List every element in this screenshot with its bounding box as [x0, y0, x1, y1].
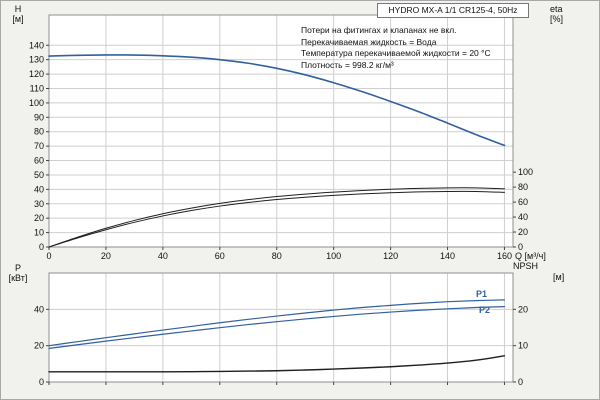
- curve-label-p1: P1: [476, 289, 488, 299]
- curve-label-p2: P2: [479, 305, 491, 315]
- y-tick-label-right: 10: [518, 341, 528, 351]
- y-tick-label-left: 40: [34, 304, 44, 314]
- H-curve: [48, 54, 506, 147]
- P1-curve: [48, 299, 506, 347]
- y-tick-label-right: 0: [518, 377, 523, 387]
- y-tick-label-right: 20: [518, 304, 528, 314]
- plot-frame: [48, 272, 514, 383]
- eta_total-curve: [48, 190, 505, 248]
- operating-conditions-notes: Потери на фитингах и клапанах не вкл. Пе…: [301, 25, 491, 71]
- eta-axis-symbol: eta: [550, 4, 563, 14]
- y-tick-label-left: 110: [30, 83, 44, 93]
- note-line: Потери на фитингах и клапанах не вкл.: [301, 25, 457, 35]
- y-tick-label-right: 100: [518, 167, 533, 177]
- P2-curve: [48, 306, 506, 349]
- npsh-axis-label: NPSH: [513, 261, 539, 271]
- NPSH-curve: [48, 355, 506, 373]
- x-tick-label: 160: [497, 251, 512, 261]
- p-axis-symbol: P: [14, 263, 21, 273]
- x-tick-label: 120: [383, 251, 398, 261]
- y-tick-label-right: 40: [518, 212, 528, 222]
- eta-axis-label: eta [%]: [550, 4, 584, 24]
- eta-axis-unit: [%]: [550, 14, 564, 24]
- y-tick-label-right: 20: [518, 227, 528, 237]
- y-tick-label-left: 90: [34, 112, 44, 122]
- y-tick-label-left: 20: [34, 341, 44, 351]
- y-tick-label-left: 140: [29, 40, 44, 50]
- plot-area: [49, 15, 513, 247]
- note-line: Плотность = 998.2 кг/м³: [301, 59, 394, 70]
- p-axis-label: P [кВт]: [3, 263, 33, 283]
- y-tick-label-left: 30: [34, 199, 44, 209]
- y-tick-label-left: 10: [34, 228, 44, 238]
- x-tick-label: 40: [158, 251, 168, 261]
- npsh-axis-unit: [м]: [553, 272, 565, 282]
- plot-frame: [48, 14, 514, 248]
- h-axis-unit: [м]: [12, 14, 24, 24]
- chart-title: HYDRO MX-A 1/1 CR125-4, 50Hz: [388, 5, 518, 15]
- y-tick-label-left: 100: [29, 98, 44, 108]
- y-tick-label-right: 80: [518, 182, 528, 192]
- y-tick-label-left: 60: [34, 156, 44, 166]
- y-tick-label-left: 0: [39, 242, 44, 252]
- y-tick-label-left: 70: [34, 141, 44, 151]
- y-tick-label-left: 130: [29, 55, 44, 65]
- x-tick-label: 60: [215, 251, 225, 261]
- x-tick-label: 100: [326, 251, 341, 261]
- y-tick-label-left: 0: [39, 377, 44, 387]
- q-axis-label: Q [м³/ч]: [515, 251, 546, 261]
- chart-title-box: HYDRO MX-A 1/1 CR125-4, 50Hz: [377, 3, 529, 18]
- x-tick-label: 80: [272, 251, 282, 261]
- h-axis-label: H [м]: [5, 4, 31, 24]
- y-tick-label-left: 120: [29, 69, 44, 79]
- h-axis-symbol: H: [14, 4, 22, 14]
- eta_pump-curve: [48, 187, 505, 248]
- y-tick-label-left: 40: [34, 184, 44, 194]
- note-line: Температура перекачиваемой жидкости = 20…: [301, 48, 491, 58]
- x-tick-label: 140: [440, 251, 455, 261]
- y-tick-label-left: 20: [34, 213, 44, 223]
- plot-area: [49, 273, 513, 382]
- y-tick-label-right: 60: [518, 197, 528, 207]
- y-tick-label-right: 0: [518, 242, 523, 252]
- x-tick-label: 20: [101, 251, 111, 261]
- y-tick-label-left: 80: [34, 127, 44, 137]
- y-tick-label-left: 50: [34, 170, 44, 180]
- x-tick-label: 0: [46, 251, 51, 261]
- note-line: Перекачиваемая жидкость = Вода: [301, 36, 437, 47]
- p-axis-unit: [кВт]: [8, 273, 28, 283]
